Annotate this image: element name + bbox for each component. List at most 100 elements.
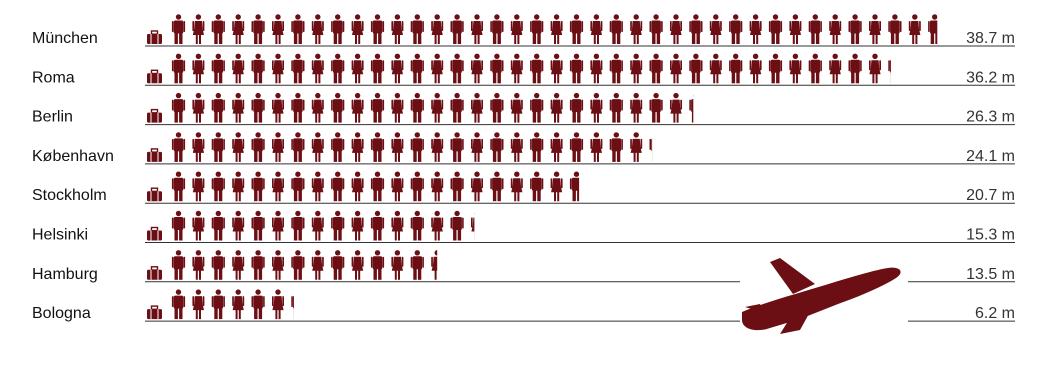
person-icon bbox=[171, 14, 186, 44]
bar bbox=[171, 250, 438, 280]
person-icon bbox=[530, 92, 544, 123]
person-icon bbox=[272, 92, 284, 123]
value-label: 15.3 m bbox=[966, 227, 1015, 244]
category-label: München bbox=[32, 30, 98, 47]
person-icon bbox=[192, 53, 205, 84]
person-icon bbox=[808, 14, 822, 44]
person-icon bbox=[291, 53, 305, 84]
person-icon bbox=[171, 132, 186, 162]
person-icon bbox=[569, 14, 584, 44]
person-icon bbox=[291, 92, 305, 123]
person-icon bbox=[351, 250, 364, 280]
person-icon bbox=[351, 132, 364, 162]
person-icon bbox=[391, 14, 404, 44]
person-icon bbox=[569, 171, 580, 202]
bar bbox=[171, 132, 653, 162]
person-icon bbox=[351, 171, 364, 202]
person-icon bbox=[431, 250, 438, 280]
suitcase-icon bbox=[147, 148, 162, 162]
person-icon bbox=[410, 14, 424, 44]
person-icon bbox=[311, 92, 324, 123]
person-icon bbox=[848, 53, 862, 84]
value-label: 6.2 m bbox=[975, 305, 1015, 322]
person-icon bbox=[471, 53, 483, 84]
person-icon bbox=[232, 53, 245, 84]
partial-person bbox=[689, 94, 694, 123]
value-label: 24.1 m bbox=[966, 148, 1015, 165]
person-icon bbox=[689, 14, 703, 44]
person-icon bbox=[370, 250, 385, 280]
person-icon bbox=[272, 53, 284, 84]
person-icon bbox=[848, 14, 862, 44]
person-icon bbox=[192, 210, 205, 241]
person-icon bbox=[450, 53, 464, 84]
person-icon bbox=[251, 132, 265, 162]
person-icon bbox=[630, 53, 643, 84]
person-icon bbox=[192, 132, 205, 162]
person-icon bbox=[351, 210, 364, 241]
person-icon bbox=[391, 210, 404, 241]
person-icon bbox=[670, 92, 682, 123]
person-icon bbox=[450, 132, 464, 162]
person-icon bbox=[192, 289, 205, 320]
person-icon bbox=[569, 92, 584, 123]
partial-person bbox=[888, 59, 892, 84]
chart-rows: München 38.7 m Roma 36.2 m Berlin 26.3 m Køben… bbox=[32, 14, 1015, 322]
person-icon bbox=[609, 14, 623, 44]
category-label: Helsinki bbox=[32, 227, 88, 244]
person-icon bbox=[431, 171, 444, 202]
person-icon bbox=[530, 171, 544, 202]
airplane-layer bbox=[740, 258, 908, 334]
person-icon bbox=[729, 53, 743, 84]
person-icon bbox=[490, 171, 504, 202]
person-icon bbox=[789, 53, 802, 84]
person-icon bbox=[251, 53, 265, 84]
person-icon bbox=[311, 171, 324, 202]
person-icon bbox=[410, 53, 424, 84]
person-icon bbox=[171, 250, 186, 280]
person-icon bbox=[510, 132, 523, 162]
person-icon bbox=[630, 132, 643, 162]
person-icon bbox=[251, 171, 265, 202]
person-icon bbox=[431, 92, 444, 123]
person-icon bbox=[192, 14, 205, 44]
person-icon bbox=[391, 250, 404, 280]
row-helsinki: Helsinki 15.3 m bbox=[32, 210, 1015, 244]
person-icon bbox=[370, 132, 385, 162]
person-icon bbox=[171, 53, 186, 84]
person-icon bbox=[232, 210, 245, 241]
person-icon bbox=[211, 92, 225, 123]
person-icon bbox=[211, 14, 225, 44]
person-icon bbox=[351, 14, 364, 44]
category-label: Stockholm bbox=[32, 187, 107, 204]
value-label: 26.3 m bbox=[966, 109, 1015, 126]
person-icon bbox=[550, 132, 563, 162]
partial-person bbox=[291, 295, 294, 320]
person-icon bbox=[550, 92, 563, 123]
person-icon bbox=[569, 53, 584, 84]
category-label: Hamburg bbox=[32, 266, 98, 283]
bar bbox=[171, 289, 294, 320]
person-icon bbox=[431, 14, 444, 44]
person-icon bbox=[888, 14, 902, 44]
person-icon bbox=[311, 53, 324, 84]
person-icon bbox=[211, 132, 225, 162]
person-icon bbox=[410, 132, 424, 162]
person-icon bbox=[510, 53, 523, 84]
person-icon bbox=[171, 289, 186, 320]
person-icon bbox=[649, 53, 663, 84]
person-icon bbox=[590, 53, 603, 84]
person-icon bbox=[272, 289, 284, 320]
person-icon bbox=[192, 92, 205, 123]
suitcase-icon bbox=[147, 69, 162, 84]
bar bbox=[171, 171, 580, 202]
bar bbox=[171, 92, 694, 123]
suitcase-icon bbox=[147, 30, 162, 44]
person-icon bbox=[888, 59, 892, 84]
person-icon bbox=[869, 14, 881, 44]
person-icon bbox=[829, 53, 842, 84]
person-icon bbox=[192, 171, 205, 202]
person-icon bbox=[450, 171, 464, 202]
person-icon bbox=[689, 94, 694, 123]
person-icon bbox=[490, 53, 504, 84]
